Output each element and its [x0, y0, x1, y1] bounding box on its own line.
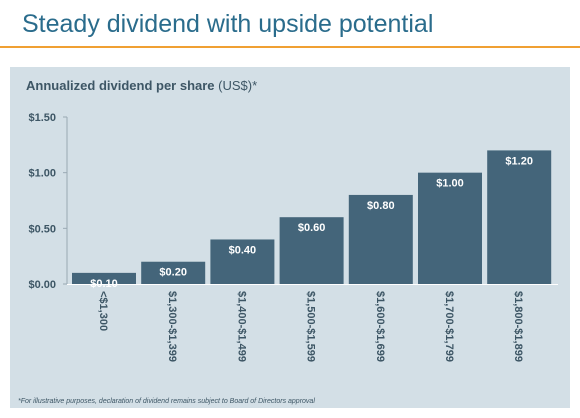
footnote: *For illustrative purposes, declaration …	[18, 398, 315, 405]
bar	[141, 261, 206, 284]
x-tick-label: $1,800-$1,899	[512, 291, 524, 362]
y-tick-label: $0.00	[28, 279, 56, 291]
bar	[72, 272, 136, 284]
page-title: Steady dividend with upside potential	[22, 10, 434, 38]
chart-title-main: Annualized dividend per share	[26, 78, 215, 93]
y-tick-label: $0.50	[28, 223, 56, 235]
x-tick-label: $1,700-$1,799	[443, 291, 455, 362]
bar-value-label: $0.60	[298, 222, 326, 234]
title-accent-rule	[0, 46, 580, 48]
chart-panel: Annualized dividend per share (US$)* $0.…	[10, 67, 570, 408]
chart-title-unit: (US$)*	[214, 78, 258, 93]
bar-value-label: $1.00	[436, 178, 464, 190]
bar-value-label: $0.10	[90, 278, 118, 290]
bar-value-label: $0.20	[159, 267, 187, 279]
x-tick-label: $1,600-$1,699	[374, 291, 386, 362]
x-tick-label: $1,500-$1,599	[305, 291, 317, 362]
bar	[487, 150, 552, 284]
bar	[279, 217, 344, 284]
bar	[418, 172, 482, 284]
x-tick-label: $1,300-$1,399	[166, 291, 178, 362]
y-tick-label: $1.50	[28, 112, 56, 124]
bar-chart: $0.00 $0.50 $1.00 $1.50 $0.10<$1,300 $0.20 $1,…	[28, 112, 558, 362]
bar	[348, 194, 413, 284]
bar-value-label: $0.80	[367, 200, 395, 212]
bar-value-label: $0.40	[229, 244, 257, 256]
x-tick-label: <$1,300	[97, 291, 109, 331]
bar-value-label: $1.20	[505, 155, 533, 167]
chart-title: Annualized dividend per share (US$)*	[26, 78, 257, 93]
bar	[210, 239, 275, 284]
x-tick-label: $1,400-$1,499	[235, 291, 247, 362]
y-tick-label: $1.00	[28, 168, 56, 180]
